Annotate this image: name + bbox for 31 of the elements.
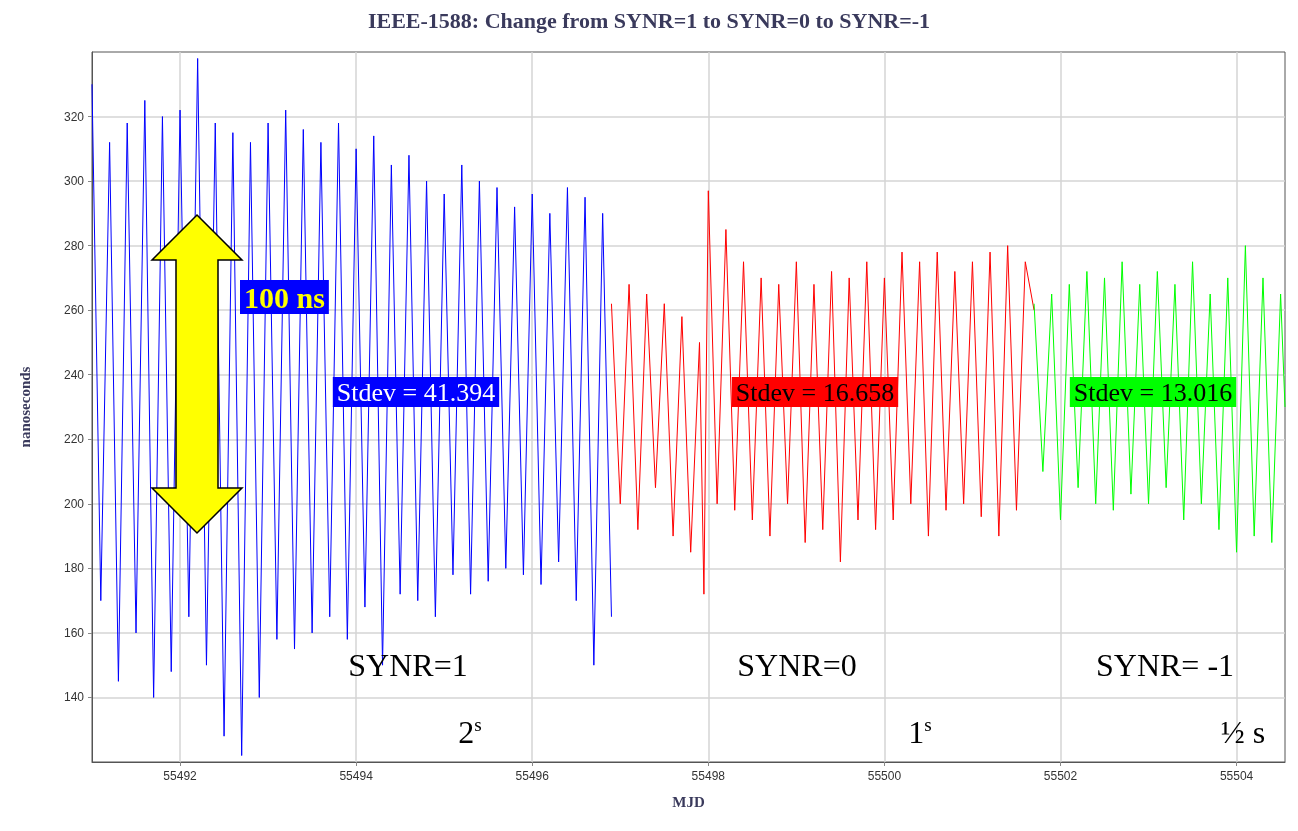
annotation: Stdev = 41.394 xyxy=(336,377,496,407)
y-tick-label: 140 xyxy=(63,690,85,705)
x-tick-label: 55500 xyxy=(867,769,902,783)
y-tick-label: 240 xyxy=(63,367,85,382)
x-tick-label: 55494 xyxy=(339,769,374,783)
y-tick-label: 300 xyxy=(63,174,85,189)
annotation: 100 ns xyxy=(244,280,325,314)
line-series xyxy=(610,190,1035,595)
annotation: SYNR=1 xyxy=(348,647,468,683)
x-tick-label: 55504 xyxy=(1219,769,1254,783)
y-tick-label: 180 xyxy=(63,561,85,576)
annotation: SYNR=0 xyxy=(737,647,857,683)
annotation: SYNR= -1 xyxy=(1095,647,1235,683)
line-series xyxy=(91,57,612,757)
y-tick-label: 280 xyxy=(63,238,85,253)
x-axis-title: MJD xyxy=(672,793,705,810)
y-tick-label: 220 xyxy=(63,432,85,447)
y-tick-label: 160 xyxy=(63,625,85,640)
y-tick-label: 260 xyxy=(63,303,85,318)
y-tick-label: 200 xyxy=(63,496,85,511)
annotation: Stdev = 16.658 xyxy=(735,377,895,407)
y-axis-title: nanoseconds xyxy=(16,366,33,448)
x-tick-label: 55502 xyxy=(1043,769,1078,783)
x-tick-label: 55492 xyxy=(163,769,198,783)
y-tick-label: 320 xyxy=(63,109,85,124)
annotation: Stdev = 13.016 xyxy=(1073,377,1233,407)
line-series xyxy=(1033,245,1286,553)
x-tick-label: 55498 xyxy=(691,769,726,783)
x-tick-label: 55496 xyxy=(515,769,550,783)
annotation: ½ s xyxy=(1220,714,1266,750)
chart-title: IEEE-1588: Change from SYNR=1 to SYNR=0 to SYNR=-1 xyxy=(367,7,931,33)
